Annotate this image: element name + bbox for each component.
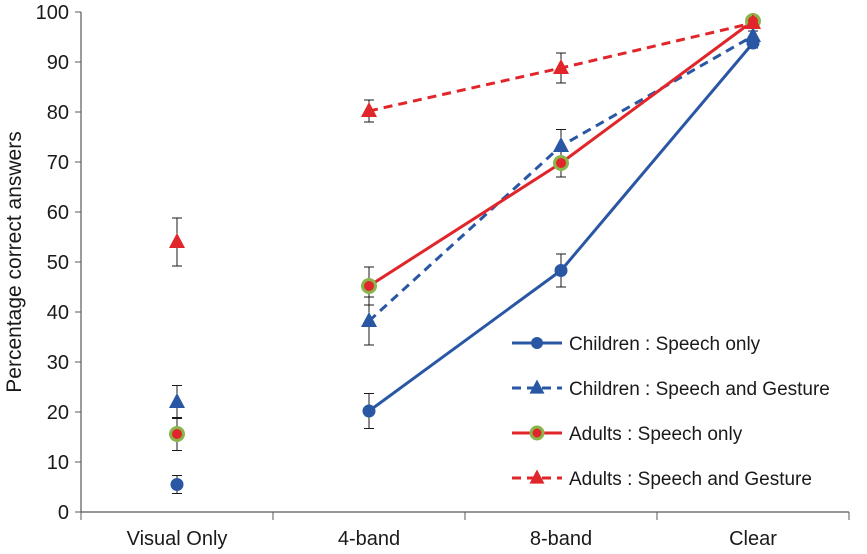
data-point (744, 13, 762, 29)
y-tick-label: 0 (58, 502, 69, 524)
data-point (552, 58, 570, 74)
legend-label: Children : Speech and Gesture (569, 379, 830, 400)
x-tick-label: Visual Only (127, 528, 228, 550)
series-line (368, 42, 755, 413)
data-point (361, 278, 377, 294)
y-axis-label: Percentage correct answers (3, 131, 26, 392)
y-tick-label: 100 (36, 2, 69, 24)
legend-marker (531, 337, 543, 349)
x-tick-label: 4-band (338, 528, 400, 550)
legend-label: Adults : Speech only (569, 424, 743, 445)
data-point (168, 392, 186, 408)
data-point (360, 311, 378, 327)
legend-marker (529, 379, 545, 394)
y-tick-label: 50 (47, 252, 69, 274)
y-tick-label: 40 (47, 302, 69, 324)
legend: Children : Speech only Children : Speech … (512, 334, 830, 490)
data-point (744, 26, 762, 42)
legend-label: Children : Speech only (569, 334, 761, 355)
data-point (362, 404, 376, 418)
y-tick-label: 80 (47, 102, 69, 124)
y-tick-label: 60 (47, 202, 69, 224)
y-tick-label: 30 (47, 352, 69, 374)
legend-marker (529, 425, 545, 441)
data-point (552, 136, 570, 152)
data-point (553, 155, 569, 171)
y-tick-label: 90 (47, 52, 69, 74)
y-tick-label: 10 (47, 452, 69, 474)
series-markers (168, 13, 762, 491)
axes: 0 10 20 30 40 50 60 70 80 90 100 Visual Only 4-band 8… (36, 2, 850, 550)
x-tick-label: Clear (729, 528, 777, 550)
legend-label: Adults : Speech and Gesture (569, 469, 812, 490)
y-tick-label: 20 (47, 402, 69, 424)
y-tick-label: 70 (47, 152, 69, 174)
data-point (554, 264, 568, 277)
data-point (360, 101, 378, 117)
data-point (169, 426, 185, 442)
data-point (168, 232, 186, 248)
x-tick-label: 8-band (530, 528, 592, 550)
data-point (170, 478, 184, 491)
legend-marker (529, 469, 545, 484)
